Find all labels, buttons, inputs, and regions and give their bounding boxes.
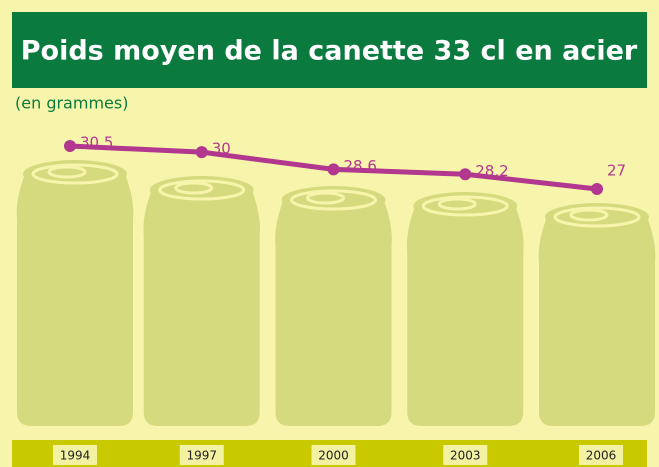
value-label: 28,2 — [475, 162, 508, 180]
chart: Poids moyen de la canette 33 cl en acier… — [0, 0, 659, 467]
x-tick-label: 2000 — [318, 449, 349, 463]
data-point — [328, 163, 340, 175]
can-body — [17, 174, 134, 426]
can-body — [539, 217, 656, 426]
subtitle: (en grammes) — [15, 94, 128, 113]
chart-title: Poids moyen de la canette 33 cl en acier — [21, 36, 638, 67]
page: {"chart_data": {"type": "line", "title":… — [0, 0, 659, 467]
x-tick-label: 1997 — [186, 449, 217, 463]
data-point — [591, 183, 603, 195]
x-tick-label: 1994 — [60, 449, 91, 463]
value-label: 27 — [607, 162, 626, 180]
value-label: 28,6 — [344, 157, 377, 175]
x-tick-label: 2003 — [450, 449, 481, 463]
data-point — [196, 146, 208, 158]
can-body — [275, 200, 392, 426]
value-label: 30,5 — [80, 134, 113, 152]
x-tick-label: 2006 — [586, 449, 617, 463]
data-point — [64, 140, 76, 152]
can-body — [143, 190, 260, 426]
value-label: 30 — [212, 140, 231, 158]
can-body — [407, 206, 524, 426]
data-point — [459, 168, 471, 180]
